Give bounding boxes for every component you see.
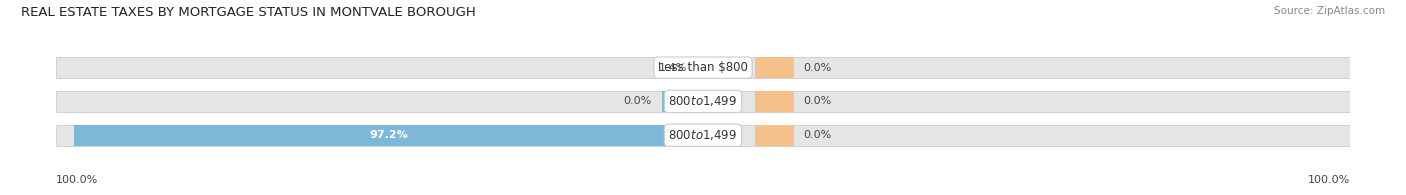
Bar bbox=[695, 57, 703, 78]
Text: 1.4%: 1.4% bbox=[659, 63, 688, 73]
Bar bbox=[56, 91, 1350, 112]
Text: 0.0%: 0.0% bbox=[624, 96, 652, 106]
Text: Less than $800: Less than $800 bbox=[658, 61, 748, 74]
Bar bbox=[755, 125, 793, 146]
Bar bbox=[662, 91, 703, 112]
Text: 100.0%: 100.0% bbox=[1308, 175, 1350, 185]
Text: REAL ESTATE TAXES BY MORTGAGE STATUS IN MONTVALE BOROUGH: REAL ESTATE TAXES BY MORTGAGE STATUS IN … bbox=[21, 6, 475, 19]
Text: Source: ZipAtlas.com: Source: ZipAtlas.com bbox=[1274, 6, 1385, 16]
Bar bbox=[755, 57, 793, 78]
Text: 97.2%: 97.2% bbox=[370, 130, 408, 140]
Text: 0.0%: 0.0% bbox=[803, 96, 831, 106]
Bar bbox=[56, 57, 1350, 78]
Bar bbox=[75, 125, 703, 146]
Text: 100.0%: 100.0% bbox=[56, 175, 98, 185]
Bar bbox=[56, 125, 1350, 146]
Text: 0.0%: 0.0% bbox=[803, 130, 831, 140]
Text: $800 to $1,499: $800 to $1,499 bbox=[668, 128, 738, 142]
Text: $800 to $1,499: $800 to $1,499 bbox=[668, 94, 738, 108]
Text: 0.0%: 0.0% bbox=[803, 63, 831, 73]
Bar bbox=[755, 91, 793, 112]
